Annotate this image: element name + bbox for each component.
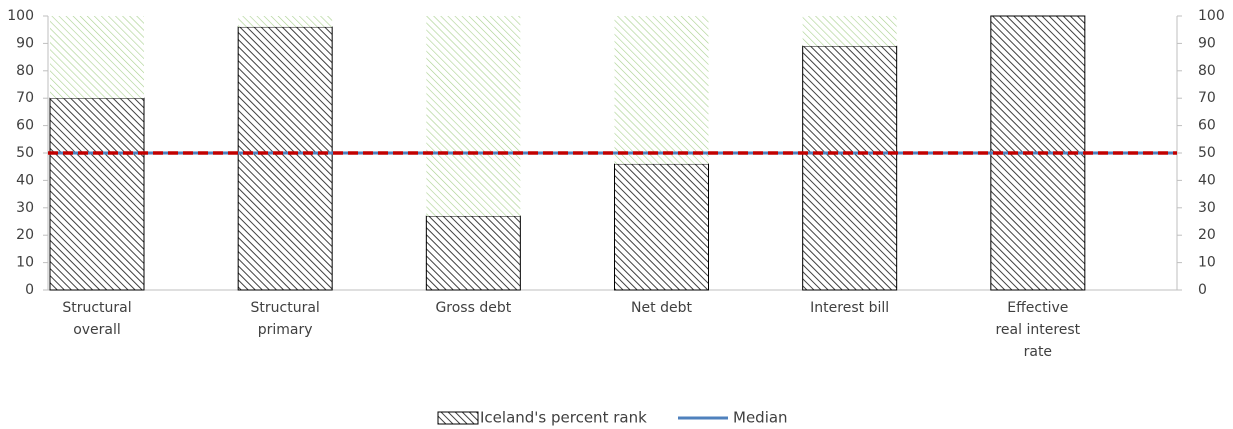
bar-segment bbox=[50, 16, 144, 99]
y-tick-label: 10 bbox=[16, 255, 34, 271]
y-tick-label: 70 bbox=[16, 90, 34, 106]
y-tick-label: 100 bbox=[7, 8, 34, 24]
y2-tick-label: 70 bbox=[1198, 90, 1216, 106]
y2-tick-label: 10 bbox=[1198, 255, 1216, 271]
y-tick-label: 80 bbox=[16, 63, 34, 79]
y-tick-label: 60 bbox=[16, 118, 34, 134]
bar-segment bbox=[802, 16, 897, 47]
y2-tick-label: 90 bbox=[1198, 35, 1216, 51]
y2-tick-label: 20 bbox=[1198, 227, 1216, 243]
y-tick-label: 90 bbox=[16, 35, 34, 51]
x-tick-label: Gross debt bbox=[435, 300, 512, 316]
y-tick-label: 0 bbox=[25, 282, 34, 298]
y2-tick-label: 100 bbox=[1198, 8, 1225, 24]
y2-tick-label: 60 bbox=[1198, 118, 1216, 134]
legend-label: Iceland's percent rank bbox=[480, 409, 647, 427]
y-tick-label: 50 bbox=[16, 145, 34, 161]
y-tick-label: 20 bbox=[16, 227, 34, 243]
y2-tick-label: 80 bbox=[1198, 63, 1216, 79]
bar-segment bbox=[614, 16, 709, 164]
x-tick-label: Net debt bbox=[631, 300, 692, 316]
y2-tick-label: 30 bbox=[1198, 200, 1216, 216]
y2-tick-label: 50 bbox=[1198, 145, 1216, 161]
bar-segment bbox=[802, 45, 898, 291]
bar-segment bbox=[237, 26, 333, 291]
y-tick-label: 30 bbox=[16, 200, 34, 216]
bar-segment bbox=[49, 97, 145, 291]
x-tick-label: Structural overall bbox=[62, 300, 132, 338]
bar-segment bbox=[614, 163, 709, 291]
x-tick-label: Structural primary bbox=[250, 300, 320, 338]
x-tick-label: Interest bill bbox=[810, 300, 890, 316]
x-tick-label: Effective real interest rate bbox=[995, 300, 1081, 360]
legend-label: Median bbox=[733, 409, 788, 427]
bar-segment bbox=[426, 16, 521, 217]
y2-tick-label: 40 bbox=[1198, 172, 1216, 188]
bar-segment bbox=[238, 16, 333, 27]
y-tick-label: 40 bbox=[16, 172, 34, 188]
bar-segment bbox=[425, 215, 521, 291]
legend-swatch bbox=[437, 411, 479, 425]
y2-tick-label: 0 bbox=[1198, 282, 1207, 298]
